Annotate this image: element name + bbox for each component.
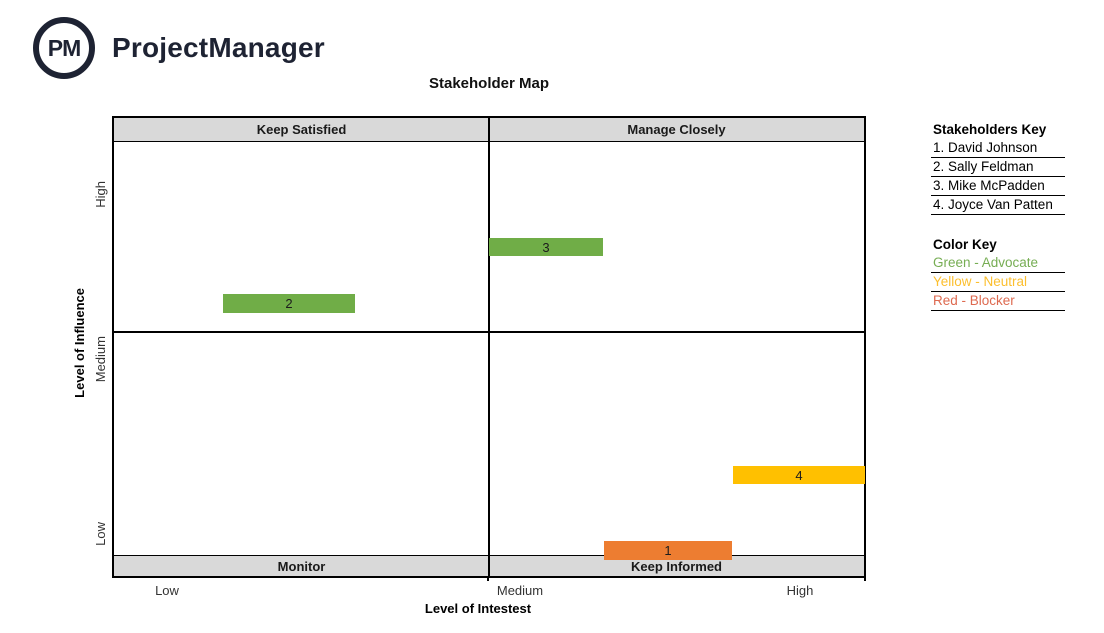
stakeholder-bar-1[interactable]: 1 xyxy=(604,541,732,560)
color-key-item-neutral: Yellow - Neutral xyxy=(931,273,1065,292)
y-axis-title: Level of Influence xyxy=(72,288,87,398)
brand-name: ProjectManager xyxy=(112,32,325,63)
stakeholder-key-item: 1. David Johnson xyxy=(931,139,1065,158)
x-tick-low: Low xyxy=(155,583,179,598)
pm-logo-icon: PM xyxy=(33,17,95,79)
stakeholders-key-title: Stakeholders Key xyxy=(933,122,1047,137)
quadrant-vertical-divider xyxy=(488,118,490,576)
chart-title: Stakeholder Map xyxy=(428,75,550,92)
color-key-title: Color Key xyxy=(933,237,997,252)
quadrant-chart: Keep Satisfied Manage Closely Monitor Ke… xyxy=(112,116,866,578)
quadrant-label-keep-informed: Keep Informed xyxy=(630,558,722,574)
quadrant-horizontal-divider xyxy=(114,331,864,333)
stakeholder-key-item: 4. Joyce Van Patten xyxy=(931,196,1065,215)
brand-logo: PM ProjectManager xyxy=(33,17,325,79)
stakeholder-key-item: 3. Mike McPadden xyxy=(931,177,1065,196)
x-axis-tickmark xyxy=(487,576,489,581)
stakeholder-bar-3[interactable]: 3 xyxy=(489,238,603,256)
y-tick-low: Low xyxy=(93,522,108,546)
y-tick-high: High xyxy=(93,181,108,208)
x-axis-title: Level of Intestest xyxy=(424,601,532,616)
stakeholder-key-item: 2. Sally Feldman xyxy=(931,158,1065,177)
pm-logo-monogram: PM xyxy=(47,34,81,61)
quadrant-label-keep-satisfied: Keep Satisfied xyxy=(256,122,347,137)
x-tick-high: High xyxy=(786,583,814,598)
stakeholders-key-panel: Stakeholders Key 1. David Johnson 2. Sal… xyxy=(931,122,1065,215)
x-axis-tickmark xyxy=(864,576,866,581)
color-key-panel: Color Key Green - Advocate Yellow - Neut… xyxy=(931,237,1065,311)
quadrant-label-manage-closely: Manage Closely xyxy=(627,122,726,137)
quadrant-label-monitor: Monitor xyxy=(277,558,326,574)
color-key-item-blocker: Red - Blocker xyxy=(931,292,1065,311)
x-tick-medium: Medium xyxy=(496,583,544,598)
stakeholder-bar-2[interactable]: 2 xyxy=(223,294,355,313)
y-tick-medium: Medium xyxy=(93,336,108,383)
color-key-item-advocate: Green - Advocate xyxy=(931,254,1065,273)
stakeholder-bar-4[interactable]: 4 xyxy=(733,466,865,484)
